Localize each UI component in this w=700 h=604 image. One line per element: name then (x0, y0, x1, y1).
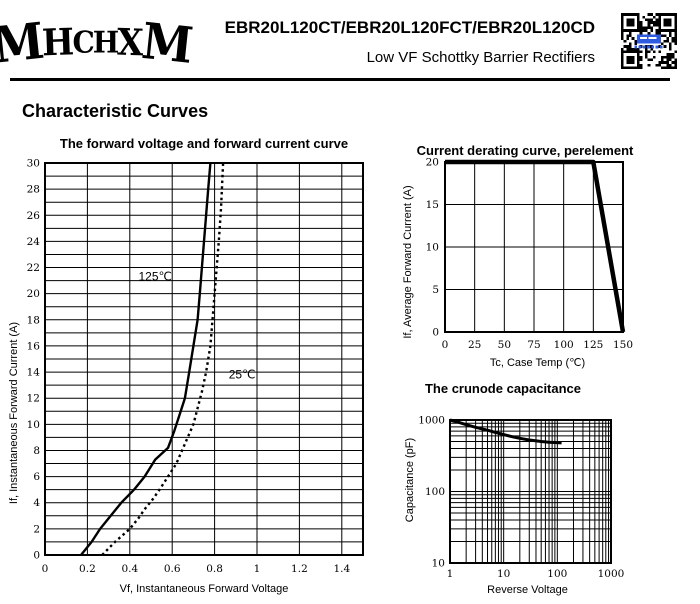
y-tick-label: 14 (27, 367, 41, 379)
y-axis-label: If, Average Forward Current (A) (402, 185, 414, 339)
y-tick-label: 8 (33, 445, 40, 457)
x-axis-label: Tc, Case Temp (℃) (489, 357, 586, 369)
y-tick-label: 0 (432, 327, 439, 339)
curve-label: 25℃ (229, 368, 256, 382)
y-tick-label: 26 (27, 210, 41, 222)
y-tick-label: 22 (27, 262, 40, 274)
x-tick-label: 0.2 (79, 563, 96, 575)
x-tick-label: 50 (498, 339, 511, 351)
y-tick-label: 5 (432, 284, 439, 296)
x-tick-label: 100 (547, 568, 567, 580)
x-axis-label: Vf, Instantaneous Forward Voltage (119, 583, 289, 595)
y-tick-label: 12 (27, 393, 40, 405)
header-divider (10, 78, 670, 81)
curve-label: 125℃ (138, 270, 172, 284)
forward-voltage-chart: The forward voltage and forward current … (0, 135, 420, 604)
product-subtitle: Low VF Schottky Barrier Rectifiers (366, 49, 595, 66)
y-tick-label: 30 (27, 158, 40, 170)
x-tick-label: 125 (583, 339, 603, 351)
y-tick-label: 18 (27, 314, 40, 326)
series-capacitance (449, 418, 562, 445)
y-tick-label: 2 (33, 523, 40, 535)
x-tick-label: 75 (527, 339, 540, 351)
y-tick-label: 16 (27, 340, 41, 352)
x-tick-label: 25 (468, 339, 481, 351)
x-tick-label: 0.6 (164, 563, 181, 575)
header-titles: EBR20L120CT/EBR20L120FCT/EBR20L120CD Low… (225, 19, 595, 65)
x-tick-label: 100 (554, 339, 574, 351)
section-heading: Characteristic Curves (22, 101, 209, 121)
y-tick-label: 6 (33, 471, 40, 483)
capacitance-chart: The crunode capacitance 1 10 100 1000 10 100 1… (395, 378, 700, 604)
y-tick-label: 20 (426, 157, 439, 169)
y-tick-label: 28 (27, 184, 40, 196)
y-tick-label: 10 (27, 419, 40, 431)
y-tick-label: 20 (27, 288, 40, 300)
part-number-title: EBR20L120CT/EBR20L120FCT/EBR20L120CD (224, 18, 595, 37)
x-tick-label: 1.2 (291, 563, 308, 575)
current-derating-plot: 0 25 50 75 100 125 150 0 5 10 15 20 (426, 157, 633, 352)
x-tick-label: 1.4 (333, 563, 350, 575)
y-axis-label: If, Instantaneous Forward Current (A) (8, 321, 20, 505)
y-axis-label: Capacitance (pF) (404, 437, 416, 523)
series-125℃ (80, 162, 212, 556)
y-tick-label: 0 (33, 550, 40, 562)
y-tick-label: 100 (425, 486, 445, 498)
x-tick-label: 1 (254, 563, 261, 575)
qr-code-icon (621, 13, 677, 70)
series-25℃ (101, 162, 225, 556)
y-tick-label: 10 (432, 558, 445, 570)
current-derating-chart: Current derating curve, perelement 0 25 50… (395, 140, 700, 378)
chart-title: Current derating curve, perelement (416, 143, 634, 158)
x-tick-label: 0.4 (121, 563, 138, 575)
chart-title: The forward voltage and forward current … (59, 136, 349, 151)
x-tick-label: 1000 (598, 568, 625, 580)
x-axis-label: Reverse Voltage (487, 584, 568, 596)
y-tick-label: 15 (426, 199, 439, 211)
chart-title: The crunode capacitance (424, 381, 582, 396)
y-tick-label: 10 (426, 242, 439, 254)
y-tick-label: 1000 (418, 415, 445, 427)
x-tick-label: 0.8 (206, 563, 223, 575)
forward-voltage-plot: 0 0.2 0.4 0.6 0.8 1 1.2 1.402468101214161820222… (27, 158, 364, 575)
y-tick-label: 4 (33, 497, 40, 509)
series-derating (445, 159, 626, 333)
x-tick-label: 0 (442, 339, 449, 351)
x-tick-label: 0 (42, 563, 49, 575)
x-tick-label: 10 (497, 568, 510, 580)
y-tick-label: 24 (27, 236, 41, 248)
x-tick-label: 150 (613, 339, 633, 351)
x-tick-label: 1 (447, 568, 454, 580)
